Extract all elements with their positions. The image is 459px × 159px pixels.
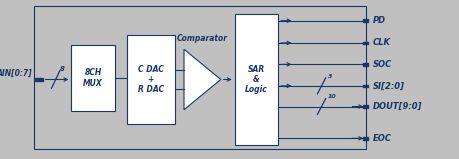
Bar [71,45,115,111]
Bar [362,42,368,44]
Text: 8: 8 [60,66,65,72]
Bar [362,137,368,140]
Text: DOUT[9:0]: DOUT[9:0] [372,102,421,111]
Text: CLK: CLK [372,38,390,47]
Bar [35,78,43,81]
Text: SI[2:0]: SI[2:0] [372,81,404,90]
Text: SAR
&
Logic: SAR & Logic [245,65,267,94]
Bar [362,85,368,87]
Bar [126,35,174,124]
Bar [234,14,278,145]
Text: 10: 10 [327,94,336,99]
Text: Comparator: Comparator [177,34,227,43]
Text: SOC: SOC [372,60,391,69]
Text: AIN[0:7]: AIN[0:7] [0,69,32,78]
Bar [362,63,368,66]
Text: C DAC
+
R DAC: C DAC + R DAC [137,65,163,94]
Text: PD: PD [372,16,385,25]
Text: EOC: EOC [372,134,391,143]
Bar [362,19,368,22]
Bar [362,105,368,108]
Polygon shape [184,49,220,110]
Text: 8CH
MUX: 8CH MUX [83,68,103,88]
Bar [34,6,365,149]
Text: 3: 3 [327,74,331,79]
